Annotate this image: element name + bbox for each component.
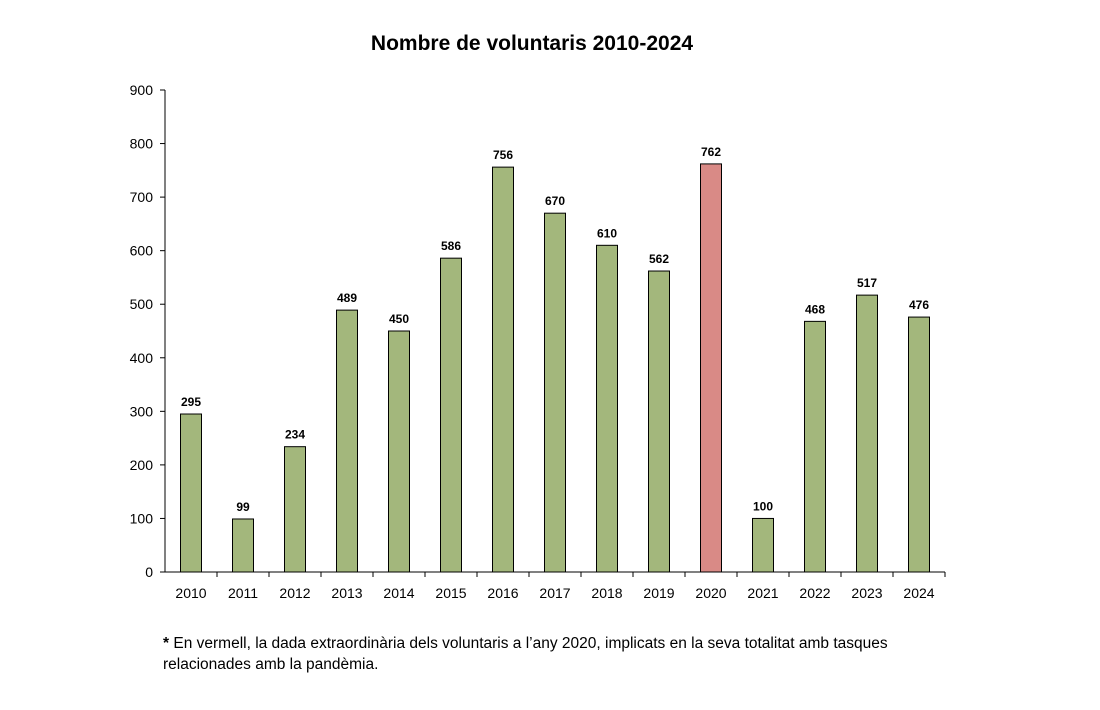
bar-2020 <box>700 163 722 573</box>
data-label-2013: 489 <box>337 291 357 305</box>
bar-2019 <box>648 270 670 573</box>
y-tick-label: 0 <box>145 564 153 580</box>
x-tick-label: 2012 <box>279 585 310 601</box>
data-label-2020: 762 <box>701 145 721 159</box>
y-tick-label: 200 <box>130 457 154 473</box>
bar-2016 <box>492 166 514 573</box>
x-tick-label: 2016 <box>487 585 518 601</box>
footnote-text: En vermell, la dada extraordinària dels … <box>163 635 888 673</box>
x-tick-label: 2019 <box>643 585 674 601</box>
data-label-2018: 610 <box>597 226 617 240</box>
x-tick-label: 2020 <box>695 585 726 601</box>
bar-2011 <box>232 518 254 573</box>
bar-2018 <box>596 244 618 573</box>
data-label-2014: 450 <box>389 312 409 326</box>
bar-2014 <box>388 330 410 573</box>
x-tick-label: 2023 <box>851 585 882 601</box>
x-axis: 2010 2011 2012 2013 2014 2015 2016 2017 2018 2019… <box>165 571 946 601</box>
x-tick-label: 2010 <box>175 585 206 601</box>
data-label-2021: 100 <box>753 499 773 513</box>
data-label-2019: 562 <box>649 252 669 266</box>
x-tick-label: 2014 <box>383 585 414 601</box>
data-label-2023: 517 <box>857 276 877 290</box>
data-label-2010: 295 <box>181 395 201 409</box>
chart-title: Nombre de voluntaris 2010-2024 <box>370 32 694 55</box>
bar-2012 <box>284 446 306 573</box>
bar-2023 <box>856 294 878 573</box>
bar-2022 <box>804 320 826 573</box>
y-tick-label: 600 <box>130 243 154 259</box>
data-label-2017: 670 <box>545 194 565 208</box>
y-tick-label: 500 <box>130 296 154 312</box>
x-tick-label: 2013 <box>331 585 362 601</box>
bar-2015 <box>440 257 462 573</box>
y-tick-label: 800 <box>130 136 154 152</box>
bar-2024 <box>908 316 930 573</box>
y-tick-label: 700 <box>130 189 154 205</box>
data-label-2022: 468 <box>805 302 825 316</box>
data-label-2016: 756 <box>493 148 513 162</box>
data-label-2012: 234 <box>285 428 305 442</box>
x-tick-label: 2018 <box>591 585 622 601</box>
y-tick-label: 300 <box>130 403 154 419</box>
bars <box>180 163 930 573</box>
x-tick-label: 2015 <box>435 585 466 601</box>
y-tick-label: 900 <box>130 82 154 98</box>
y-tick-label: 100 <box>130 510 154 526</box>
data-labels: 295 99 234 489 450 586 756 670 610 562 762 100 468 51… <box>181 145 929 514</box>
bar-2010 <box>180 413 202 573</box>
y-tick-label: 400 <box>130 350 154 366</box>
x-tick-label: 2021 <box>747 585 778 601</box>
bar-2017 <box>544 212 566 573</box>
data-label-2024: 476 <box>909 298 929 312</box>
bar-2021 <box>752 517 774 573</box>
data-label-2011: 99 <box>236 500 250 514</box>
footnote: * En vermell, la dada extraordinària del… <box>163 633 943 675</box>
x-tick-label: 2011 <box>228 585 258 601</box>
footnote-marker: * <box>163 635 170 652</box>
y-axis: 0 100 200 300 400 500 600 700 800 900 <box>130 82 166 580</box>
x-tick-label: 2022 <box>799 585 830 601</box>
data-label-2015: 586 <box>441 239 461 253</box>
x-tick-label: 2017 <box>539 585 570 601</box>
bar-2013 <box>336 309 358 573</box>
x-tick-label: 2024 <box>903 585 934 601</box>
